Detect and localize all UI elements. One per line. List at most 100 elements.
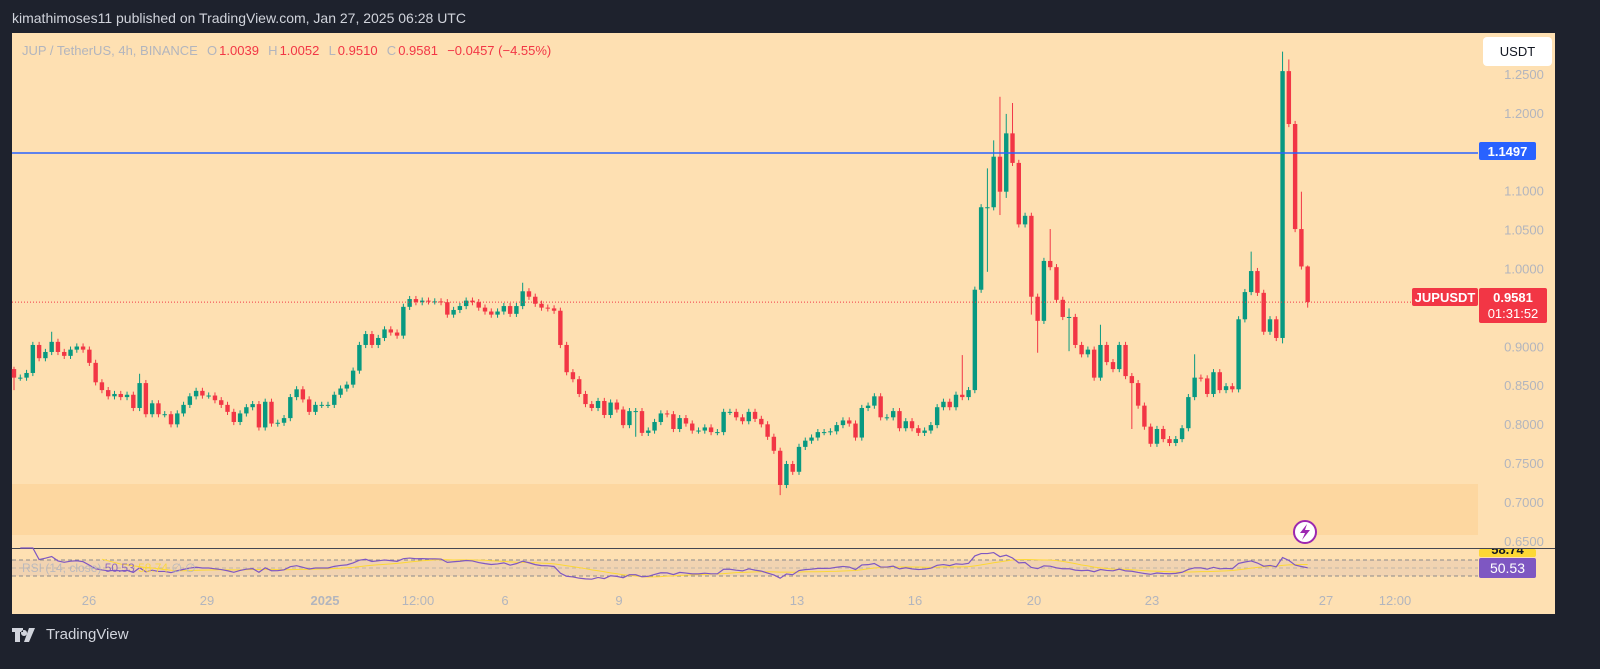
candle-body	[350, 370, 356, 385]
time-label: 9	[615, 593, 622, 608]
candle-body	[263, 401, 268, 428]
candle-body	[620, 409, 626, 426]
candle-body	[87, 349, 92, 363]
candle-body	[1035, 296, 1040, 321]
candle-body	[1205, 378, 1210, 394]
rsi-ma-tag: 58.74	[1479, 549, 1536, 557]
candle-body	[357, 344, 362, 371]
last-price: 0.9581	[1493, 289, 1533, 305]
candle-body	[24, 372, 29, 378]
candle-body	[99, 382, 105, 391]
candle-body	[470, 300, 475, 303]
candle-body	[212, 395, 218, 401]
candle-body	[1192, 377, 1197, 398]
candle-body	[1098, 344, 1103, 378]
candle-body	[1230, 386, 1235, 390]
candle-body	[332, 394, 337, 405]
candle-body	[671, 414, 676, 429]
symbol-legend: JUP / TetherUS, 4h, BINANCE O 1.0039 H 1.0…	[22, 43, 552, 58]
candle-body	[872, 396, 877, 406]
rsi-value: 50.53	[104, 561, 135, 575]
price-label: 1.2500	[1504, 67, 1544, 82]
candle-body	[809, 437, 814, 441]
candle-body	[175, 413, 180, 425]
candle-body	[250, 404, 255, 408]
candle-body	[1217, 372, 1222, 391]
close-value: 0.9581	[398, 43, 438, 58]
candle-body	[1154, 428, 1160, 444]
candle-body	[1079, 344, 1084, 355]
last-price-tag: 0.9581 01:31:52	[1479, 288, 1547, 323]
candle-body	[595, 400, 601, 408]
candle-body	[225, 404, 230, 412]
candle-body	[162, 414, 167, 416]
candle-body	[683, 418, 689, 424]
candle-body	[859, 407, 864, 438]
candle-body	[463, 300, 469, 307]
candle-body	[941, 401, 946, 408]
candle-body	[420, 300, 425, 303]
candle-body	[137, 383, 142, 408]
candle-body	[74, 346, 79, 350]
candle-body	[777, 450, 783, 486]
candle-body	[784, 464, 789, 486]
candle-body	[1223, 386, 1229, 391]
candle-body	[727, 411, 733, 413]
candle-body	[112, 393, 117, 397]
candle-body	[1173, 439, 1178, 443]
price-axis[interactable]: 1.2500 1.2000 1.1000 1.0500 1.0000 0.9000 0.85…	[1504, 67, 1544, 549]
candle-body	[752, 411, 758, 419]
candle-body	[193, 390, 199, 397]
candle-body	[589, 404, 594, 408]
candle-body	[953, 394, 959, 408]
lightning-icon[interactable]	[1293, 520, 1317, 544]
candle-body	[991, 156, 996, 208]
candle-body	[978, 207, 984, 290]
candle-body	[1148, 426, 1153, 444]
time-label: 23	[1145, 593, 1159, 608]
candle-body	[294, 389, 299, 398]
candle-body	[997, 156, 1003, 192]
candle-body	[865, 405, 871, 408]
time-axis[interactable]: 26 29 2025 12:00 6 9 13 16 20 23 27 12:00	[82, 593, 1412, 608]
rsi-line	[20, 547, 1308, 580]
candle-body	[916, 428, 921, 433]
candle-body	[476, 302, 481, 308]
candle-body	[369, 334, 375, 345]
candle-body	[545, 307, 550, 309]
currency-button[interactable]: USDT	[1483, 37, 1552, 66]
published-byline: kimathimoses11 published on TradingView.…	[12, 10, 466, 26]
candle-body	[1267, 319, 1273, 332]
candle-body	[288, 397, 293, 419]
candle-body	[1161, 428, 1166, 440]
candle-body	[1117, 344, 1122, 370]
symbol-tag: JUPUSDT	[1412, 288, 1478, 306]
symbol-title[interactable]: JUP / TetherUS, 4h, BINANCE	[22, 43, 198, 58]
time-label: 27	[1319, 593, 1333, 608]
candle-body	[708, 427, 714, 433]
candle-body	[1054, 267, 1059, 300]
candle-body	[765, 424, 770, 437]
candle-body	[80, 346, 86, 350]
candle-body	[501, 306, 507, 312]
candle-body	[972, 289, 978, 391]
candle-body	[401, 306, 406, 336]
candle-body	[602, 400, 607, 415]
candle-body	[909, 421, 915, 429]
candle-body	[1179, 428, 1185, 440]
candle-body	[124, 394, 130, 398]
candle-body	[495, 311, 500, 315]
candle-body	[281, 418, 287, 423]
candle-body	[558, 310, 563, 345]
price-label: 1.0500	[1504, 223, 1544, 238]
candle-body	[68, 349, 73, 356]
candle-body	[313, 404, 318, 412]
candle-body	[570, 372, 576, 380]
candle-body	[884, 417, 890, 419]
candle-body	[1167, 439, 1172, 443]
price-label: 0.7000	[1504, 495, 1544, 510]
time-label: 2025	[311, 593, 340, 608]
candle-body	[36, 344, 42, 359]
rsi-legend[interactable]: RSI (14, close) 50.53 58.74 ∅ ∅	[22, 561, 196, 575]
